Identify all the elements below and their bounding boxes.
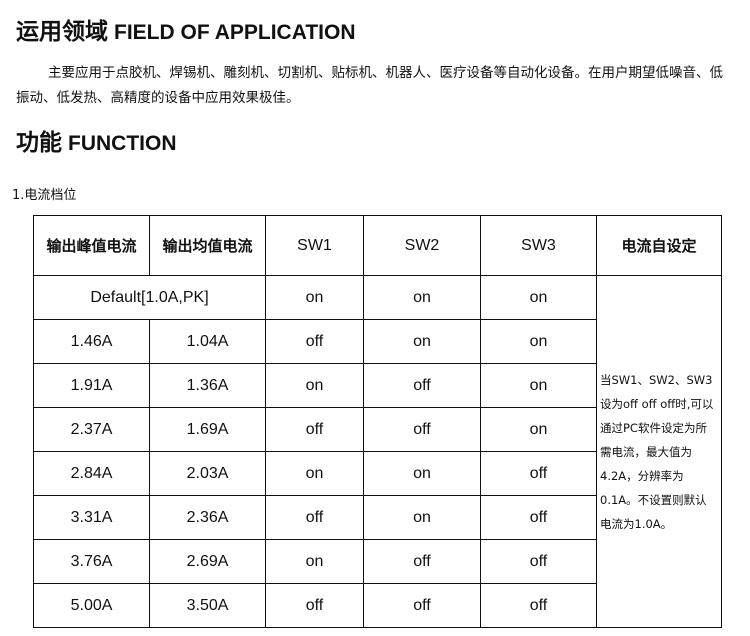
current-table: 输出峰值电流 输出均值电流 SW1 SW2 SW3 电流自设定 Default[1.0A,… [33, 215, 722, 628]
table-row: 1.46A 1.04A off on on [33, 319, 722, 364]
table-row: Default[1.0A,PK] on on on 当SW1、SW2、SW3设为off … [33, 275, 722, 628]
heading-cn: 功能 [16, 130, 62, 156]
table-row: 3.31A 2.36A off on off [33, 495, 722, 540]
switch-cell: on [265, 275, 364, 320]
current-cell: 2.69A [149, 539, 266, 584]
column-header: SW3 [480, 215, 597, 276]
current-level-subtitle: 1.电流档位 [12, 188, 77, 203]
switch-cell: on [265, 539, 364, 584]
current-cell: 1.91A [33, 363, 150, 408]
switch-cell: off [265, 583, 364, 628]
current-cell: 5.00A [33, 583, 150, 628]
switch-cell: on [480, 319, 597, 364]
switch-cell: off [480, 495, 597, 540]
current-cell: 3.31A [33, 495, 150, 540]
current-cell: 1.69A [149, 407, 266, 452]
default-label: Default[1.0A,PK] [33, 275, 266, 320]
switch-cell: on [480, 407, 597, 452]
current-cell: 2.37A [33, 407, 150, 452]
switch-cell: off [363, 583, 481, 628]
column-header: SW1 [265, 215, 364, 276]
heading-en: FIELD OF APPLICATION [114, 21, 356, 44]
heading-cn: 运用领域 [16, 19, 108, 45]
current-cell: 1.46A [33, 319, 150, 364]
table-row: 3.76A 2.69A on off off [33, 539, 722, 584]
switch-cell: off [265, 495, 364, 540]
current-cell: 2.84A [33, 451, 150, 496]
switch-cell: on [363, 495, 481, 540]
current-cell: 2.36A [149, 495, 266, 540]
switch-cell: off [363, 363, 481, 408]
switch-cell: on [265, 363, 364, 408]
switch-cell: on [363, 319, 481, 364]
switch-cell: off [480, 539, 597, 584]
switch-cell: off [480, 451, 597, 496]
function-heading: 功能 FUNCTION [16, 123, 177, 157]
switch-cell: on [363, 275, 481, 320]
application-text: 主要应用于点胶机、焊锡机、雕刻机、切割机、贴标机、机器人、医疗设备等自动化设备。… [16, 65, 723, 106]
switch-cell: off [480, 583, 597, 628]
current-cell: 3.76A [33, 539, 150, 584]
current-cell: 2.03A [149, 451, 266, 496]
column-header: 输出均值电流 [149, 215, 266, 276]
table-row: 2.37A 1.69A off off on [33, 407, 722, 452]
current-setting-note: 当SW1、SW2、SW3设为off off off时,可以通过PC软件设定为所需… [596, 275, 722, 628]
column-header: 输出峰值电流 [33, 215, 150, 276]
switch-cell: on [480, 275, 597, 320]
switch-cell: on [363, 451, 481, 496]
current-cell: 1.04A [149, 319, 266, 364]
switch-cell: off [265, 319, 364, 364]
current-cell: 3.50A [149, 583, 266, 628]
table-row: 5.00A 3.50A off off off [33, 583, 722, 628]
switch-cell: off [363, 539, 481, 584]
current-cell: 1.36A [149, 363, 266, 408]
table-row: 1.91A 1.36A on off on [33, 363, 722, 408]
table-row: 2.84A 2.03A on on off [33, 451, 722, 496]
column-header: 电流自设定 [596, 215, 722, 276]
switch-cell: off [363, 407, 481, 452]
column-header: SW2 [363, 215, 481, 276]
switch-cell: off [265, 407, 364, 452]
application-heading: 运用领域 FIELD OF APPLICATION [16, 12, 356, 46]
switch-cell: on [480, 363, 597, 408]
heading-en: FUNCTION [68, 132, 177, 155]
switch-cell: on [265, 451, 364, 496]
